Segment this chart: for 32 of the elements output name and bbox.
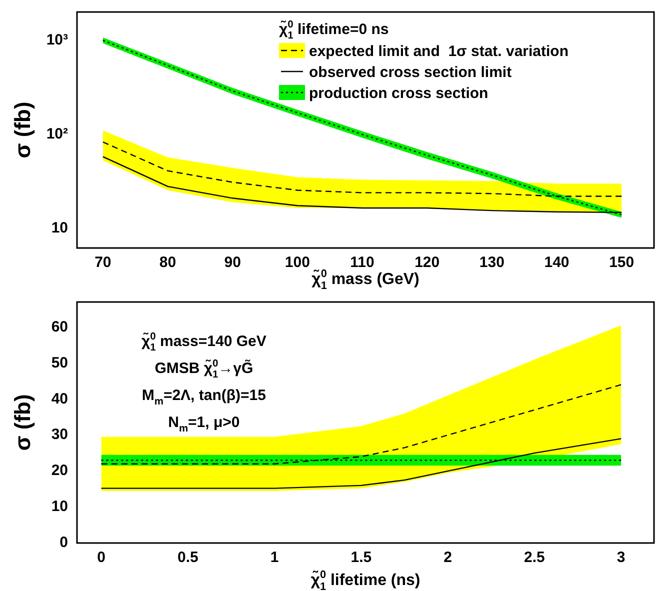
x-tick-label: 100: [284, 254, 310, 272]
x-tick-label: 90: [224, 254, 241, 272]
x-tick-label: 1.5: [350, 549, 372, 566]
x-tick-label: 80: [159, 254, 176, 272]
legend-label: observed cross section limit: [309, 64, 512, 81]
x-tick-label: 150: [609, 254, 634, 272]
y-tick-label: 10²: [46, 126, 68, 143]
line-series: [100, 384, 622, 464]
x-tick-label: 0.5: [177, 549, 198, 566]
x-tick-label: 3: [616, 549, 626, 566]
x-tick-label: 0: [97, 549, 106, 566]
x-tick-label: 70: [94, 254, 112, 272]
y-tick-label: 0: [60, 534, 68, 552]
x-tick-label: 2.5: [524, 549, 545, 566]
y-tick-label: 60: [51, 318, 68, 336]
y-tick-label: 20: [51, 462, 68, 480]
legend-label: production cross section: [309, 85, 488, 102]
y-axis-title: σ (fb): [10, 102, 35, 158]
legend-label: expected limit and 1σ stat. variation: [309, 43, 569, 60]
y-tick-label: 10³: [46, 31, 68, 48]
y-tick-label: 40: [51, 390, 68, 408]
y-tick-label: 10: [51, 220, 68, 237]
x-tick-label: 140: [544, 254, 570, 272]
x-tick-label: 130: [479, 254, 504, 272]
y-tick-label: 30: [51, 426, 68, 444]
y-tick-label: 50: [51, 354, 68, 372]
x-tick-label: 120: [414, 254, 440, 272]
x-tick-label: 110: [350, 254, 374, 272]
x-tick-label: 2: [444, 549, 452, 566]
y-axis-title: σ (fb): [10, 394, 35, 451]
y-tick-label: 10: [51, 498, 68, 516]
x-tick-label: 1: [270, 549, 279, 566]
